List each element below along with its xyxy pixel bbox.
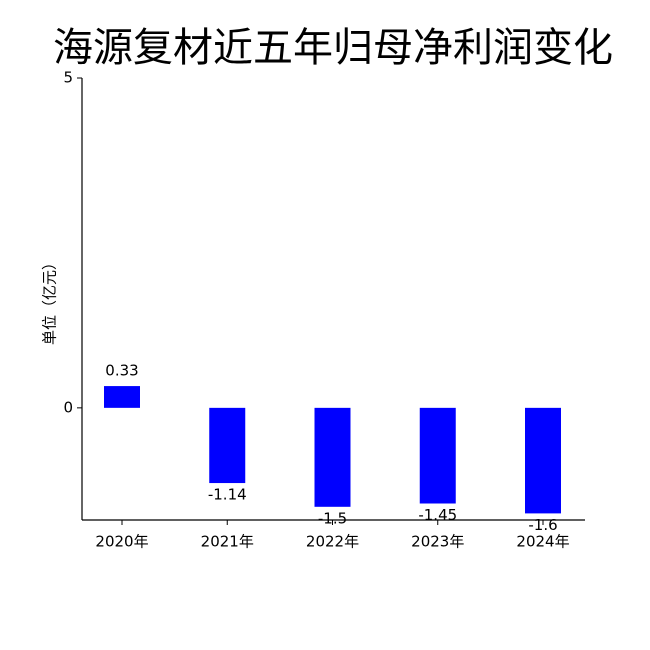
y-tick-label: 0: [63, 398, 73, 416]
x-tick-label: 2024年: [516, 533, 569, 551]
x-tick-label: 2022年: [306, 533, 359, 551]
bar: [525, 407, 561, 514]
bar: [104, 386, 140, 408]
value-label: -1.5: [318, 509, 347, 527]
chart-title: 海源复材近五年归母净利润变化: [53, 25, 613, 71]
value-label: 0.33: [105, 362, 138, 380]
x-tick-label: 2020年: [95, 533, 148, 551]
x-tick-label: 2023年: [411, 533, 464, 551]
value-label: -1.6: [528, 516, 557, 534]
bar: [314, 407, 351, 507]
x-tick-label: 2021年: [201, 533, 254, 551]
bar: [419, 407, 456, 504]
value-label: -1.14: [208, 486, 247, 504]
y-axis-label: 单位（亿元）: [41, 255, 59, 345]
value-label: -1.45: [418, 506, 457, 524]
y-tick-label: 5: [63, 69, 73, 87]
bar: [209, 407, 246, 484]
